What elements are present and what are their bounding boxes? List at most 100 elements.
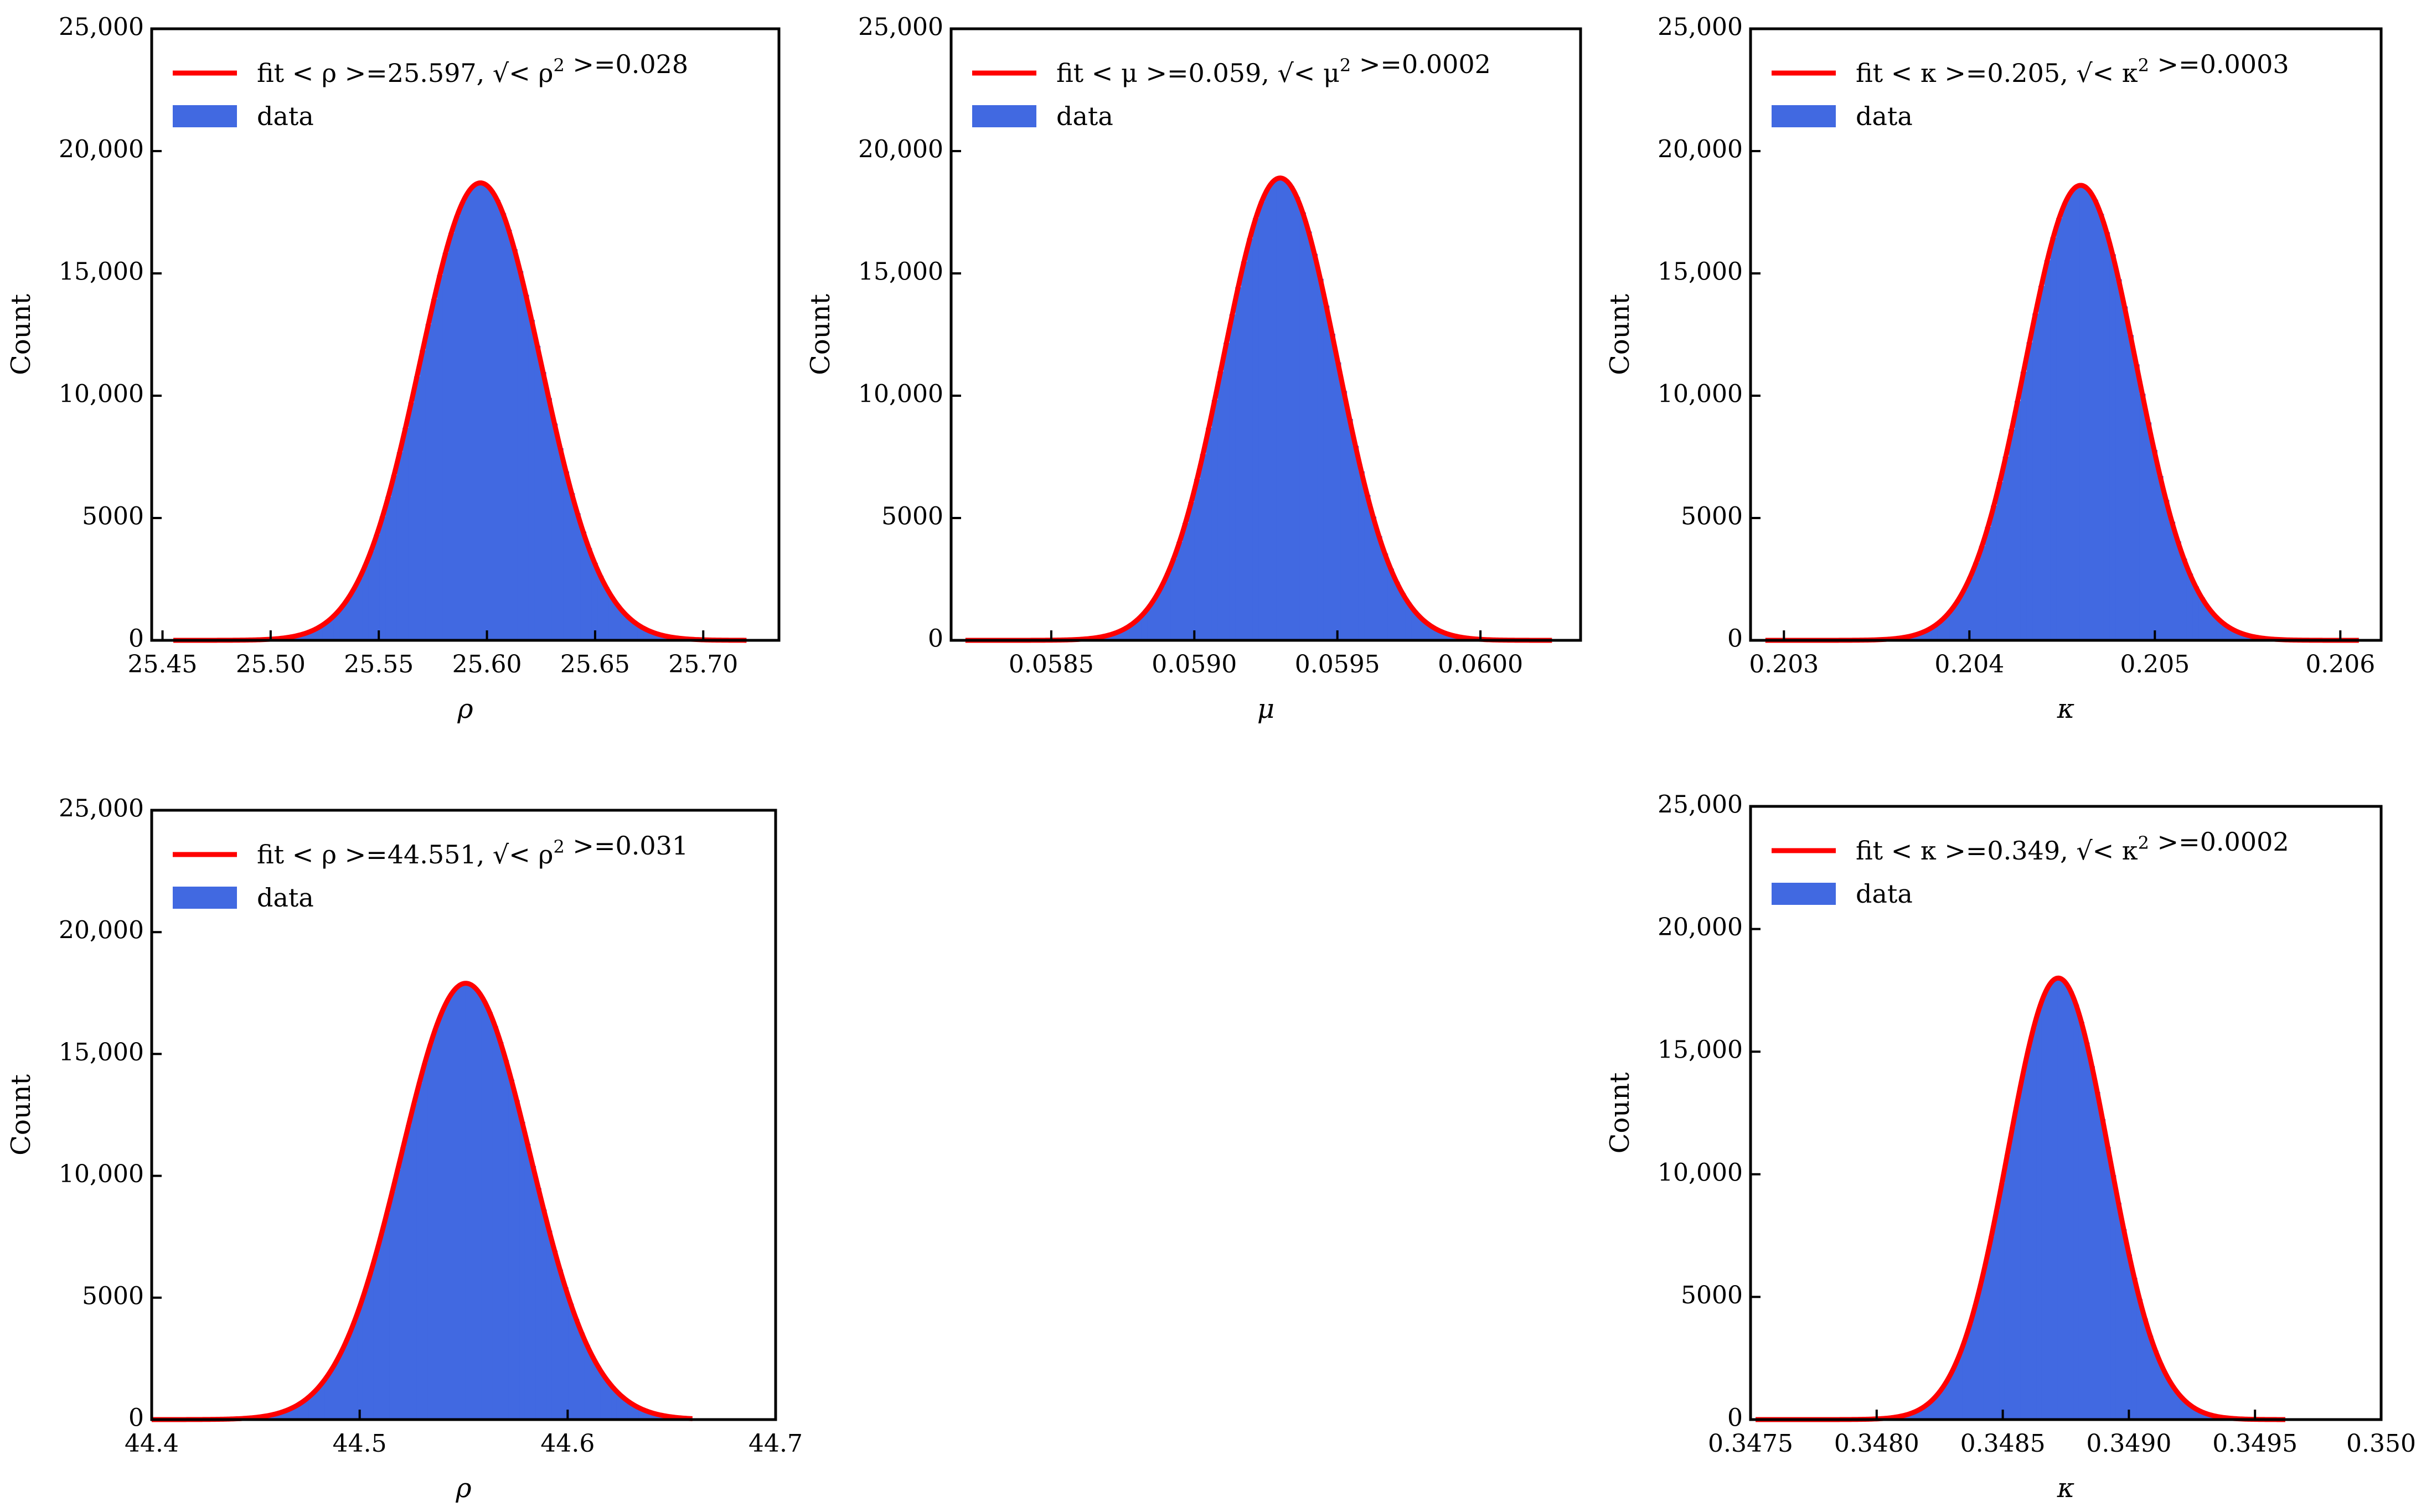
histogram-bar <box>391 475 397 640</box>
histogram-bar <box>422 1063 427 1420</box>
x-tick-label: 0.350 <box>2346 1430 2416 1458</box>
histogram-bar <box>1985 527 1991 640</box>
histogram-bar <box>590 1356 595 1420</box>
y-tick-label: 0 <box>1727 625 1743 653</box>
histogram-bar <box>569 493 575 640</box>
histogram-bar <box>433 1028 438 1420</box>
y-tick-label: 15,000 <box>1658 258 1743 286</box>
histogram-bar <box>487 1012 493 1420</box>
histogram-bar <box>357 1306 363 1420</box>
histogram-bar <box>385 497 391 640</box>
histogram-bar <box>368 551 374 640</box>
y-axis-title: Count <box>805 294 836 375</box>
y-tick-label: 20,000 <box>59 916 144 945</box>
histogram-bar <box>535 1188 541 1420</box>
histogram-bar <box>525 1144 530 1420</box>
histogram-bar <box>2056 218 2062 640</box>
histogram-bar <box>1352 446 1359 640</box>
histogram-bar <box>2089 1066 2095 1420</box>
histogram-bar <box>1247 239 1253 640</box>
histogram-bar <box>482 1001 487 1420</box>
histogram-bar <box>1989 1236 1994 1420</box>
legend-data-label: data <box>1056 101 1113 131</box>
y-tick-label: 5000 <box>82 503 144 531</box>
x-tick-label: 44.5 <box>333 1430 387 1458</box>
x-axis-title: ρ <box>457 693 473 724</box>
histogram-bar <box>460 202 466 640</box>
histogram-bar <box>2098 214 2104 640</box>
histogram-bar <box>2163 500 2169 640</box>
legend: fit < ρ >=44.551, √< ρ2 >=0.031 data <box>173 831 688 913</box>
x-tick-label: 0.0595 <box>1295 650 1380 679</box>
histogram-bar <box>541 1210 546 1420</box>
y-tick-label: 5000 <box>881 503 943 531</box>
histogram-bar <box>2062 203 2068 640</box>
histogram-bar <box>2133 364 2139 640</box>
legend-data-label: data <box>257 883 314 913</box>
histogram-bar <box>1335 363 1341 640</box>
histogram-bar <box>2068 192 2074 640</box>
y-tick-label: 5000 <box>82 1282 144 1310</box>
histogram-bar <box>2015 1100 2021 1420</box>
x-tick-label: 0.3475 <box>1708 1430 1793 1458</box>
histogram-bar <box>384 1213 390 1420</box>
y-tick-label: 5000 <box>1681 1281 1743 1309</box>
histogram-bar <box>2100 1119 2105 1420</box>
histogram-bar <box>2104 232 2110 640</box>
histogram-bar <box>2057 978 2063 1420</box>
histogram-bar <box>448 233 455 640</box>
histogram-bar <box>584 1345 590 1420</box>
x-tick-label: 25.65 <box>560 650 630 679</box>
histogram-bar <box>1241 262 1247 640</box>
histogram-bar <box>1183 523 1189 640</box>
legend-data-swatch <box>972 105 1036 127</box>
histogram-bar <box>411 1104 417 1420</box>
histogram-bar <box>1259 201 1265 640</box>
y-tick-label: 0 <box>128 625 144 653</box>
histogram-bar <box>431 299 437 640</box>
y-tick-label: 25,000 <box>1658 791 1743 819</box>
histogram-bar <box>1200 454 1206 640</box>
y-tick-label: 15,000 <box>1658 1036 1743 1064</box>
histogram-bar <box>414 376 420 640</box>
histogram-bar <box>2021 372 2027 640</box>
histogram-bar <box>2015 401 2021 640</box>
histogram-bar <box>1171 558 1177 640</box>
histogram-bar <box>1973 1305 1978 1420</box>
histogram-bar <box>460 984 466 1420</box>
legend-fit-label: fit < ρ >=44.551, √< ρ2 >=0.031 <box>257 831 688 869</box>
y-tick-label: 25,000 <box>59 13 144 42</box>
histogram-bar <box>2073 1004 2079 1420</box>
histogram-bar <box>498 1042 503 1420</box>
histogram-bar <box>2094 1092 2100 1420</box>
histogram-bar <box>509 1080 514 1420</box>
histogram-bar <box>427 1045 433 1420</box>
histogram-bar <box>1312 254 1318 640</box>
histogram-bar <box>1370 516 1376 640</box>
x-tick-label: 0.3485 <box>1960 1430 2046 1458</box>
histogram-bar <box>2084 1043 2089 1420</box>
legend-data-swatch <box>1772 883 1836 905</box>
histogram-bar <box>471 185 477 640</box>
histogram-bar <box>2110 254 2116 640</box>
histogram-bar <box>426 324 432 640</box>
histogram-bar <box>2074 187 2080 640</box>
y-tick-label: 25,000 <box>858 13 943 42</box>
histogram-bar <box>1994 1210 2000 1420</box>
histogram-bar <box>373 1254 379 1420</box>
x-tick-label: 0.0600 <box>1438 650 1523 679</box>
histogram-bar <box>492 1026 498 1420</box>
histogram-bar <box>406 1125 411 1420</box>
histogram-bar <box>1305 231 1312 640</box>
histogram-bar <box>454 216 460 640</box>
y-tick-label: 0 <box>928 625 943 653</box>
x-tick-label: 0.3490 <box>2086 1430 2171 1458</box>
histogram-bar <box>2036 1009 2042 1420</box>
histogram-bar <box>2145 422 2151 640</box>
histogram-bar <box>2010 1127 2015 1420</box>
histogram-bar <box>580 532 586 640</box>
histogram-bar <box>380 516 386 640</box>
histogram-bar <box>517 271 523 640</box>
